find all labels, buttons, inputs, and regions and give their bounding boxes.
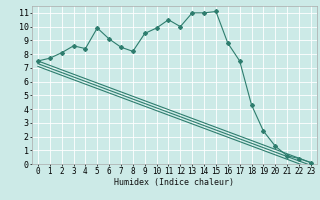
X-axis label: Humidex (Indice chaleur): Humidex (Indice chaleur) <box>115 178 234 187</box>
